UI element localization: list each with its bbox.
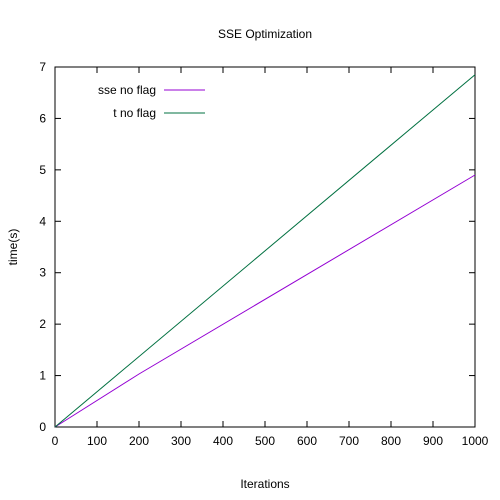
x-tick-label: 300 — [171, 434, 191, 448]
y-tick-label: 5 — [39, 163, 46, 177]
chart-title: SSE Optimization — [218, 27, 312, 41]
y-tick-label: 4 — [39, 214, 46, 228]
x-tick-label: 900 — [423, 434, 443, 448]
x-tick-label: 1000 — [462, 434, 489, 448]
x-axis-label: Iterations — [240, 477, 289, 491]
y-tick-label: 7 — [39, 60, 46, 74]
x-tick-label: 0 — [52, 434, 59, 448]
y-axis-label: time(s) — [6, 229, 20, 266]
legend-label-1: t no flag — [113, 106, 156, 120]
series-line-0 — [54, 174, 476, 428]
x-tick-label: 600 — [297, 434, 317, 448]
legend-label-0: sse no flag — [98, 83, 156, 97]
y-tick-label: 1 — [39, 369, 46, 383]
series-group — [54, 74, 476, 428]
x-tick-label: 700 — [339, 434, 359, 448]
series-line-1 — [54, 74, 476, 428]
axis-ticks: 0 100 200 300 400 500 600 700 800 900 1000 0 1 2 3 4 5 6 7 — [39, 60, 488, 448]
plot-frame — [54, 66, 476, 428]
x-tick-label: 400 — [213, 434, 233, 448]
y-tick-label: 2 — [39, 317, 46, 331]
x-tick-label: 100 — [87, 434, 107, 448]
y-tick-label: 0 — [39, 420, 46, 434]
x-tick-label: 200 — [129, 434, 149, 448]
x-tick-label: 800 — [381, 434, 401, 448]
y-tick-label: 6 — [39, 111, 46, 125]
legend: sse no flag t no flag — [98, 83, 205, 120]
y-tick-label: 3 — [39, 266, 46, 280]
x-tick-label: 500 — [255, 434, 275, 448]
